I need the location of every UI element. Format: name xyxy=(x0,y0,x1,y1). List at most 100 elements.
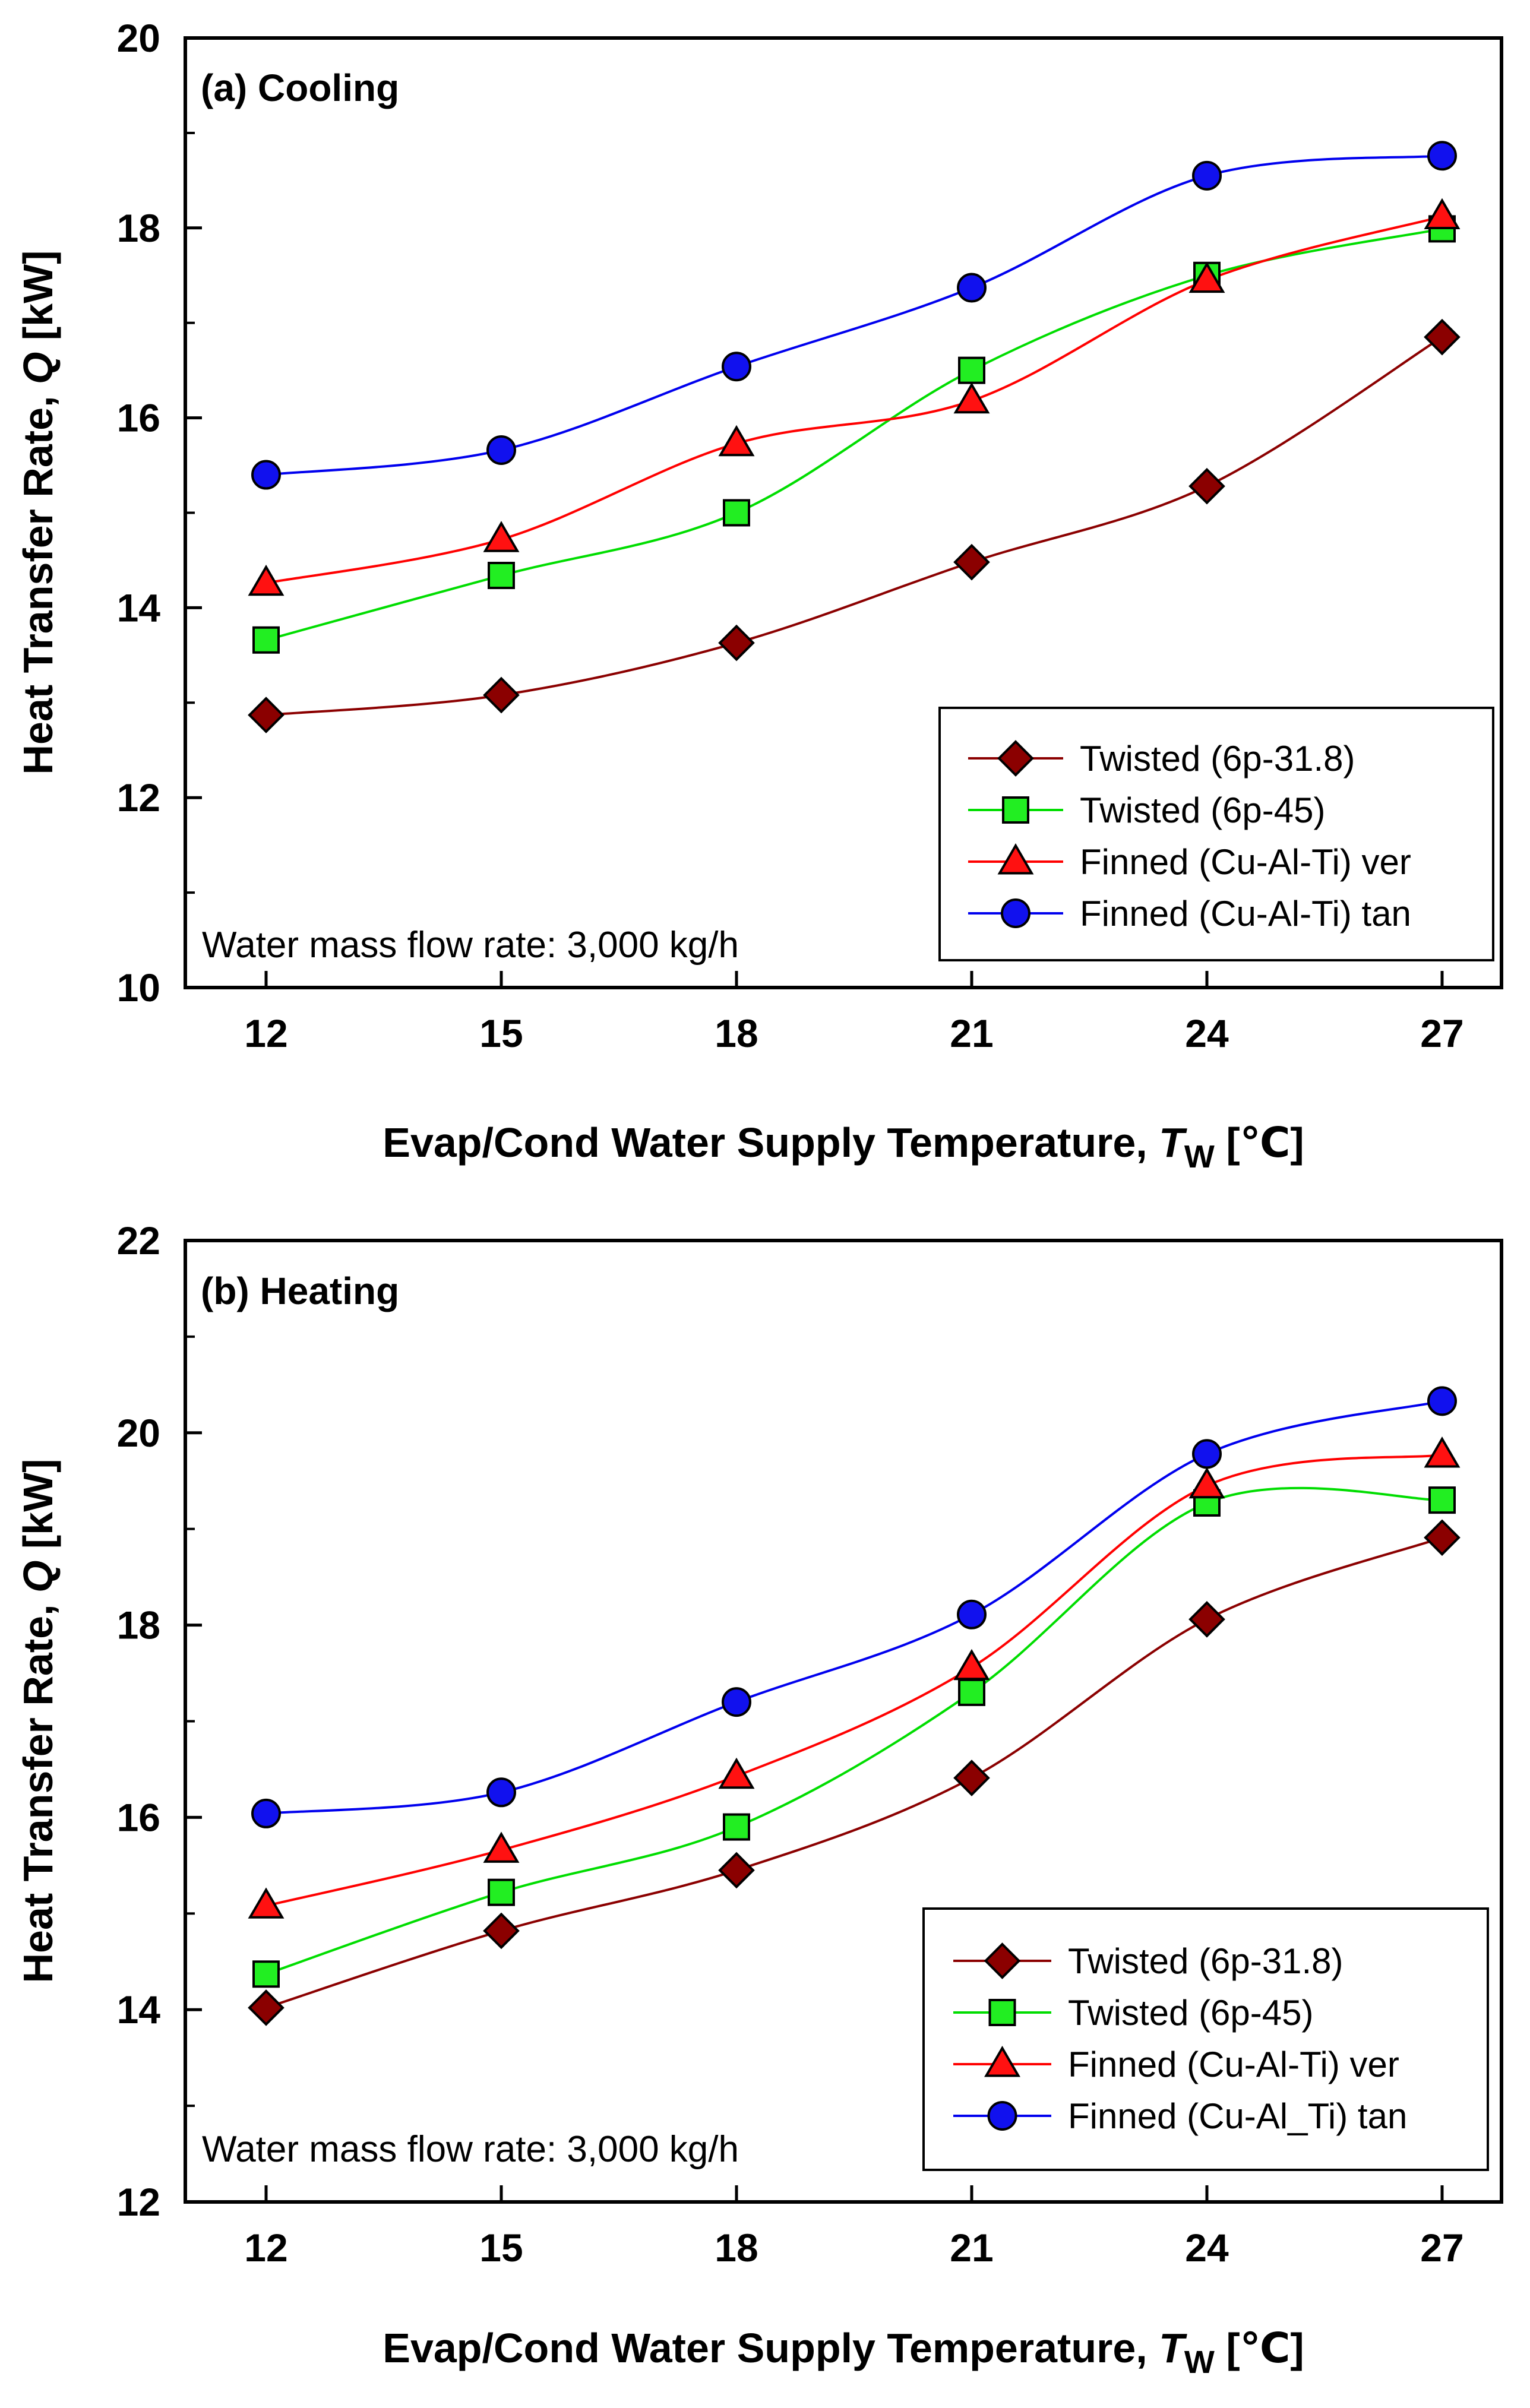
data-point-circle xyxy=(1427,1386,1457,1416)
data-point-triangle xyxy=(953,382,990,414)
data-point-diamond xyxy=(248,1989,284,2026)
data-point-circle xyxy=(722,1687,751,1717)
data-point-circle xyxy=(486,1777,516,1808)
data-point-diamond xyxy=(1188,1601,1225,1638)
heating-series-lines xyxy=(265,1400,1443,2009)
data-point-triangle xyxy=(248,564,284,596)
y-tick-label: 22 xyxy=(117,1219,160,1262)
data-point-diamond xyxy=(953,1760,990,1796)
legend-marker-circle xyxy=(1001,898,1030,928)
legend-label: Finned (Cu-Al-Ti) ver xyxy=(1068,2045,1399,2084)
x-tick-label: 21 xyxy=(950,1011,993,1055)
series-line xyxy=(265,1400,1443,1815)
heating-y-axis-title: Heat Transfer Rate, Q [kW] xyxy=(15,1458,61,1983)
data-point-circle xyxy=(1192,1439,1222,1469)
heating-x-axis-title: Evap/Cond Water Supply Temperature, TW [… xyxy=(383,2325,1304,2380)
y-tick-label: 12 xyxy=(117,2180,160,2224)
cooling-legend: Twisted (6p-31.8) Twisted (6p-45) Finned (… xyxy=(938,707,1494,961)
heating-panel-title: (b) Heating xyxy=(201,1270,399,1312)
cooling-x-axis-title: Evap/Cond Water Supply Temperature, TW [… xyxy=(383,1119,1304,1175)
legend-label: Finned (Cu-Al_Ti) tan xyxy=(1068,2096,1407,2136)
heating-x-ticks: 12 15 18 21 24 27 xyxy=(244,2185,1464,2270)
data-point-triangle xyxy=(483,1831,520,1863)
data-point-square xyxy=(488,562,515,590)
data-point-square xyxy=(252,626,280,654)
legend-marker-square xyxy=(988,1999,1016,2026)
cooling-y-ticks: 10 12 14 16 18 20 xyxy=(117,16,202,1010)
x-tick-label: 15 xyxy=(479,1011,523,1055)
x-tick-label: 12 xyxy=(244,2226,287,2270)
data-point-triangle xyxy=(718,425,755,457)
data-point-triangle xyxy=(1188,261,1225,293)
data-point-circle xyxy=(486,435,516,465)
data-point-square xyxy=(958,356,985,384)
data-point-triangle xyxy=(1188,1467,1225,1499)
x-tick-label: 15 xyxy=(479,2226,523,2270)
data-point-diamond xyxy=(1424,318,1461,356)
legend-label: Finned (Cu-Al-Ti) ver xyxy=(1080,842,1411,882)
series-line xyxy=(265,227,1443,641)
data-point-diamond xyxy=(248,697,284,733)
cooling-panel-title: (a) Cooling xyxy=(201,67,399,109)
data-point-circle xyxy=(722,352,751,382)
x-tick-label: 24 xyxy=(1185,2226,1229,2270)
data-point-circle xyxy=(957,273,987,303)
y-tick-label: 20 xyxy=(117,1411,160,1455)
legend-marker-triangle xyxy=(984,2046,1020,2077)
x-tick-label: 24 xyxy=(1185,1011,1229,1055)
data-point-diamond xyxy=(1188,467,1225,505)
series-line xyxy=(265,1536,1443,2009)
heating-legend: Twisted (6p-31.8) Twisted (6p-45) Finned (… xyxy=(922,1907,1489,2171)
panel-cooling: 10 12 14 16 18 20 12 15 18 21 24 27 (a) Cooling Wa… xyxy=(15,16,1503,1175)
y-tick-label: 16 xyxy=(117,1795,160,1839)
series-line xyxy=(265,154,1443,476)
cooling-series-lines xyxy=(265,154,1443,717)
data-point-diamond xyxy=(718,1852,755,1889)
y-tick-label: 20 xyxy=(117,16,160,60)
y-tick-label: 14 xyxy=(117,1988,161,2032)
data-point-diamond xyxy=(1424,1519,1461,1556)
data-point-square xyxy=(488,1878,515,1906)
legend-label: Twisted (6p-45) xyxy=(1068,1993,1314,2033)
data-point-triangle xyxy=(953,1648,990,1681)
data-point-circle xyxy=(1427,141,1457,171)
cooling-y-axis-title: Heat Transfer Rate, Q [kW] xyxy=(15,250,61,774)
data-point-square xyxy=(252,1960,280,1988)
data-point-square xyxy=(723,499,750,527)
y-tick-label: 18 xyxy=(117,206,160,250)
legend-label: Twisted (6p-45) xyxy=(1080,790,1326,830)
data-point-diamond xyxy=(953,543,990,581)
data-point-triangle xyxy=(1424,1436,1461,1468)
legend-label: Twisted (6p-31.8) xyxy=(1068,1941,1344,1981)
legend-marker-diamond xyxy=(984,1942,1021,1979)
cooling-x-ticks: 12 15 18 21 24 27 xyxy=(244,971,1464,1055)
data-point-circle xyxy=(251,460,281,490)
data-point-triangle xyxy=(483,521,520,552)
series-line xyxy=(265,336,1443,717)
series-line xyxy=(265,1486,1443,1976)
data-point-diamond xyxy=(483,1912,520,1950)
series-line xyxy=(265,215,1443,584)
x-tick-label: 18 xyxy=(715,1011,758,1055)
data-point-diamond xyxy=(483,676,520,714)
data-point-triangle xyxy=(248,1887,284,1919)
legend-marker-square xyxy=(1002,796,1029,824)
data-point-circle xyxy=(251,1798,281,1828)
data-point-square xyxy=(958,1678,985,1706)
x-tick-label: 27 xyxy=(1420,2226,1463,2270)
legend-marker-triangle xyxy=(997,843,1034,875)
cooling-flow-note: Water mass flow rate: 3,000 kg/h xyxy=(202,925,739,966)
data-point-diamond xyxy=(718,624,755,662)
y-tick-label: 10 xyxy=(117,966,160,1010)
legend-marker-diamond xyxy=(997,740,1034,777)
data-point-circle xyxy=(957,1599,987,1629)
x-tick-label: 27 xyxy=(1420,1011,1463,1055)
legend-label: Twisted (6p-31.8) xyxy=(1080,739,1355,779)
y-tick-label: 12 xyxy=(117,776,160,819)
data-point-triangle xyxy=(1424,198,1461,230)
data-point-circle xyxy=(1192,160,1222,191)
series-line xyxy=(265,1454,1443,1907)
cooling-series-markers xyxy=(248,141,1461,733)
x-tick-label: 18 xyxy=(715,2226,758,2270)
data-point-square xyxy=(1428,1486,1456,1514)
